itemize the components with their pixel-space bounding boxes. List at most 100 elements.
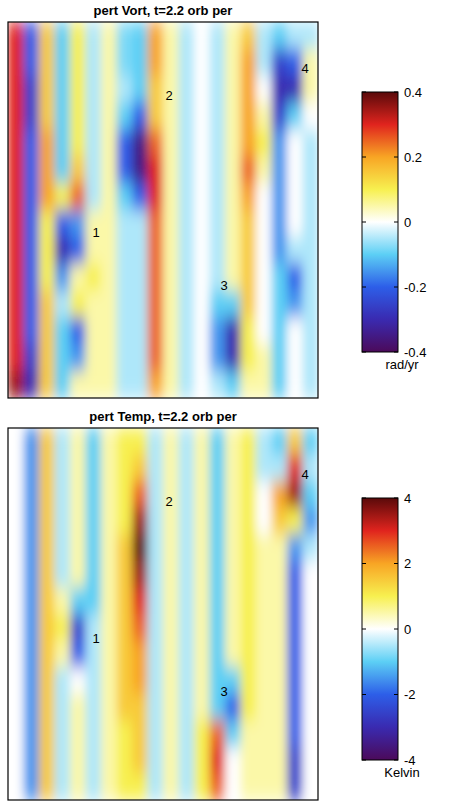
cell xyxy=(303,614,319,641)
cell xyxy=(117,76,133,103)
cell xyxy=(303,183,319,210)
cell xyxy=(8,667,24,694)
cell xyxy=(132,481,148,508)
cell xyxy=(55,156,71,183)
cell xyxy=(55,264,71,291)
colorbar-tick-label: 0.2 xyxy=(404,150,422,165)
cell xyxy=(256,587,272,614)
cell xyxy=(132,694,148,721)
cell xyxy=(117,481,133,508)
cell xyxy=(8,561,24,588)
cell xyxy=(132,210,148,237)
cell xyxy=(55,720,71,747)
cell xyxy=(39,667,55,694)
cell xyxy=(70,508,86,535)
cell xyxy=(163,720,179,747)
cell xyxy=(101,561,117,588)
colorbar-tick xyxy=(362,563,366,564)
cell xyxy=(210,481,226,508)
cell xyxy=(303,720,319,747)
cell xyxy=(179,237,195,264)
cell xyxy=(225,641,241,668)
cell xyxy=(194,428,210,455)
cell xyxy=(256,481,272,508)
cell xyxy=(210,210,226,237)
cell xyxy=(101,694,117,721)
cell xyxy=(272,264,288,291)
cell xyxy=(225,49,241,76)
cell xyxy=(117,614,133,641)
cell xyxy=(8,183,24,210)
cell xyxy=(272,455,288,482)
cell xyxy=(70,22,86,49)
cell xyxy=(101,587,117,614)
cell xyxy=(70,317,86,344)
cell xyxy=(8,694,24,721)
cell xyxy=(148,237,164,264)
cell xyxy=(24,667,40,694)
cell xyxy=(148,614,164,641)
cell xyxy=(163,344,179,371)
figure: pert Vort, t=2.2 orb per1234-0.4-0.200.2… xyxy=(0,0,462,805)
cell xyxy=(256,183,272,210)
cell xyxy=(148,481,164,508)
cell xyxy=(86,667,102,694)
cell xyxy=(194,587,210,614)
cell xyxy=(55,667,71,694)
cell xyxy=(241,561,257,588)
cell xyxy=(287,534,303,561)
cell xyxy=(303,103,319,130)
cell xyxy=(117,129,133,156)
cell xyxy=(256,641,272,668)
cell xyxy=(256,210,272,237)
cell xyxy=(163,667,179,694)
cell xyxy=(24,773,40,800)
cell xyxy=(132,76,148,103)
cell xyxy=(24,481,40,508)
cell xyxy=(303,428,319,455)
cell xyxy=(241,455,257,482)
cell xyxy=(117,317,133,344)
cell xyxy=(148,773,164,800)
cell xyxy=(303,773,319,800)
cell xyxy=(117,534,133,561)
cell xyxy=(55,129,71,156)
cell xyxy=(256,317,272,344)
cell xyxy=(194,481,210,508)
cell xyxy=(210,22,226,49)
cell xyxy=(210,291,226,318)
cell xyxy=(86,587,102,614)
cell xyxy=(55,371,71,398)
cell xyxy=(117,49,133,76)
cell xyxy=(148,22,164,49)
cell xyxy=(86,508,102,535)
cell xyxy=(55,291,71,318)
cell xyxy=(132,129,148,156)
cell xyxy=(39,587,55,614)
cell xyxy=(287,747,303,774)
cell xyxy=(39,129,55,156)
cell xyxy=(163,641,179,668)
cell xyxy=(241,156,257,183)
cell xyxy=(241,371,257,398)
vortex-label: 3 xyxy=(220,278,227,293)
cell xyxy=(39,561,55,588)
cell xyxy=(8,237,24,264)
cell xyxy=(70,371,86,398)
cell xyxy=(179,129,195,156)
cell xyxy=(194,694,210,721)
cell xyxy=(272,129,288,156)
cell xyxy=(287,76,303,103)
cell xyxy=(194,156,210,183)
cell xyxy=(24,129,40,156)
cell xyxy=(163,210,179,237)
cell xyxy=(148,291,164,318)
cell xyxy=(55,428,71,455)
cell xyxy=(39,291,55,318)
cell xyxy=(8,291,24,318)
cell xyxy=(287,103,303,130)
cell xyxy=(241,129,257,156)
cell xyxy=(24,237,40,264)
cell xyxy=(163,183,179,210)
cell xyxy=(132,183,148,210)
